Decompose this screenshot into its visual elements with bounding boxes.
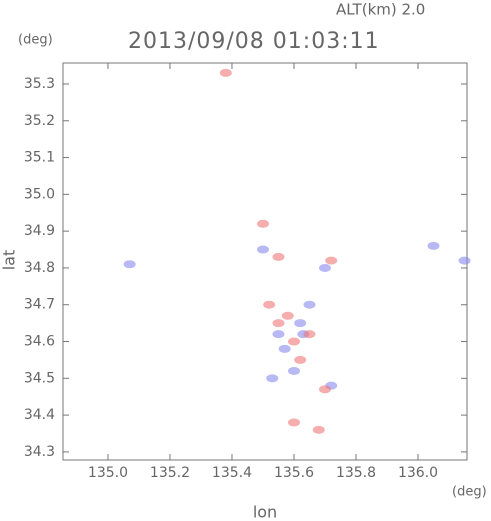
x-axis-label: lon	[253, 503, 277, 521]
y-tick-label: 34.6	[24, 334, 55, 350]
x-tick-label: 136.0	[398, 465, 438, 481]
y-tick-label: 34.4	[24, 407, 55, 423]
y-tick-label: 34.8	[24, 260, 55, 276]
y-tick-label: 34.7	[24, 297, 55, 313]
echo-cell	[427, 241, 440, 250]
y-tick-label: 35.3	[24, 76, 55, 92]
echo-cell	[266, 374, 279, 383]
echo-cell	[303, 300, 316, 309]
altitude: ALT(km) 2.0	[336, 1, 425, 19]
y-tick-label: 35.2	[24, 113, 55, 129]
echo-cell	[256, 245, 269, 254]
echo-cell	[272, 330, 285, 339]
echo-cell	[294, 355, 307, 364]
echo-cell	[312, 425, 325, 434]
x-tick-label: 135.4	[212, 465, 252, 481]
echo-cell	[256, 219, 269, 228]
y-tick-label: 35.1	[24, 150, 55, 166]
x-tick-label: 135.8	[336, 465, 376, 481]
y-tick-label: 34.3	[24, 444, 55, 460]
chart-title: 2013/09/08 01:03:11	[128, 29, 380, 54]
echo-cell	[281, 311, 294, 320]
echo-cell	[458, 256, 471, 265]
y-tick-label: 34.5	[24, 370, 55, 386]
y-tick-label: 35.0	[24, 186, 55, 202]
echo-cell	[287, 337, 300, 346]
x-tick-label: 135.6	[274, 465, 314, 481]
echo-cell	[272, 319, 285, 328]
echo-cell	[303, 330, 316, 339]
echo-cell	[272, 252, 285, 261]
x-tick-label: 135.0	[88, 465, 128, 481]
echo-cell	[219, 68, 232, 77]
echo-cell	[287, 366, 300, 375]
echo-cell	[263, 300, 276, 309]
x-unit: (deg)	[452, 485, 487, 500]
y-axis-label: lat	[0, 250, 19, 271]
echo-cell	[325, 256, 338, 265]
plot-frame	[62, 62, 468, 461]
y-unit: (deg)	[18, 33, 53, 48]
x-tick-label: 135.2	[150, 465, 190, 481]
echo-cell	[294, 319, 307, 328]
echo-cell	[318, 385, 331, 394]
echo-cell	[318, 263, 331, 272]
echo-cell	[123, 260, 136, 269]
y-tick-label: 34.9	[24, 223, 55, 239]
echo-cell	[287, 418, 300, 427]
echo-cell	[278, 344, 291, 353]
